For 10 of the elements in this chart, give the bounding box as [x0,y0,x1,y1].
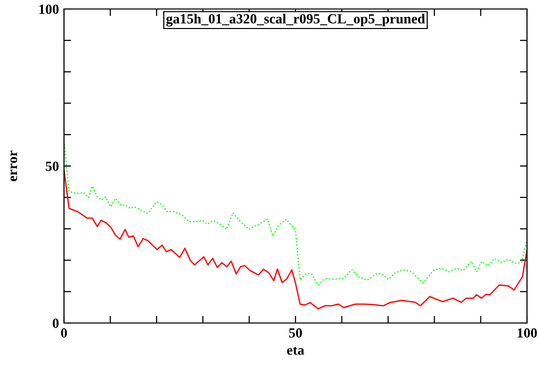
x-tick-label: 0 [61,328,67,338]
y-tick-label: 50 [46,162,59,171]
y-tick-label: 100 [39,4,59,14]
chart-title: ga15h_01_a320_scal_r095_CL_op5_pruned [166,14,425,26]
y-axis-title: error [10,150,18,182]
line-series [64,169,527,310]
x-tick-label: 50 [289,328,302,338]
x-tick-label: 100 [518,328,537,338]
x-axis-title: eta [287,346,304,355]
y-tick-label: 0 [52,318,59,328]
